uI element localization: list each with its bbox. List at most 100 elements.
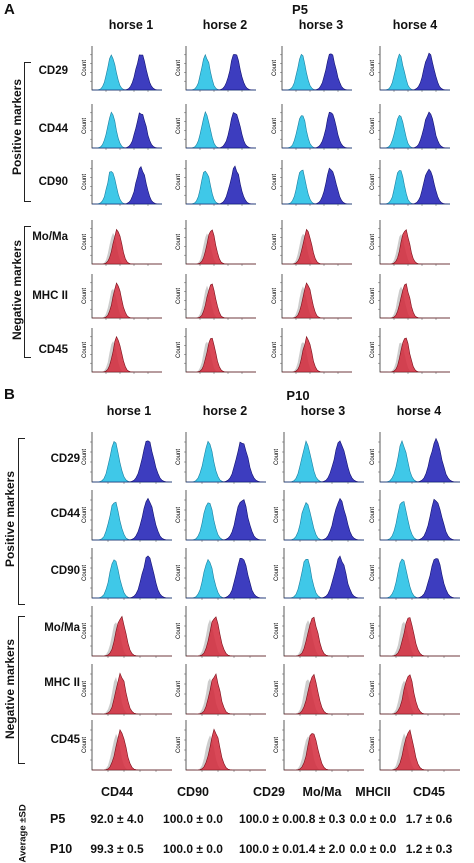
histogram-plot: Count [176,160,258,214]
control-histogram [186,111,256,149]
control-histogram [186,502,266,541]
isotype-histogram [282,233,352,264]
y-axis-label: Count [272,288,278,304]
histogram-axes [91,328,162,373]
histogram-plot: Count [272,328,354,382]
y-axis-label: Count [176,623,182,639]
table-cell: 100.0 ± 0.0 [163,812,223,826]
panel-b-letter: B [4,386,15,403]
histogram-plot: Count [272,274,354,328]
histogram-plot: Count [176,104,258,158]
panel-b-positive-label: Positive markers [3,470,17,568]
marker-histogram [284,555,364,599]
marker-histogram [380,337,450,373]
marker-histogram [186,673,266,715]
control-histogram [380,501,460,541]
marker-histogram [186,337,256,373]
y-axis-label: Count [370,342,376,358]
marker-histogram [282,53,352,91]
histogram-plot: Count [82,432,174,492]
marker-histogram [92,228,162,265]
histogram-plot: Count [272,160,354,214]
marker-histogram [186,728,266,771]
y-axis-label: Count [370,565,376,581]
y-axis-label: Count [176,449,182,465]
histogram-plot: Count [370,548,462,608]
table-cell: 100.0 ± 0.0 [239,842,299,856]
marker-histogram [92,555,172,599]
histogram-axes [91,490,172,541]
marker-histogram [92,165,162,205]
isotype-histogram [186,233,256,264]
isotype-histogram [92,232,162,264]
y-axis-label: Count [272,342,278,358]
histogram-axes [379,720,460,771]
histogram-axes [283,720,364,771]
panel-a-marker-cd45: CD45 [38,344,68,356]
panel-a-marker-cd90: CD90 [38,176,68,188]
histogram-plot: Count [370,220,452,274]
control-histogram [380,53,450,91]
table-header-cd44: CD44 [101,785,133,799]
isotype-histogram [186,735,266,770]
histogram-axes [281,274,352,319]
y-axis-label: Count [272,60,278,76]
histogram-axes [281,46,352,91]
table-cell: 1.2 ± 0.3 [405,842,453,856]
panel-a-horse-4: horse 4 [392,18,438,32]
table-row-label-p5: P5 [50,812,66,826]
control-histogram [282,169,352,205]
y-axis-label: Count [370,60,376,76]
panel-a-marker-cd44: CD44 [38,123,68,135]
histogram-axes [281,328,352,373]
histogram-plot: Count [272,104,354,158]
marker-histogram [186,616,266,657]
control-histogram [186,440,266,483]
histogram-plot: Count [82,328,164,382]
histogram-axes [91,274,162,319]
panel-b-negative-label: Negative markers [3,638,17,740]
table-cell: 0.0 ± 0.0 [349,812,397,826]
marker-histogram [186,499,266,541]
histogram-axes [185,432,266,483]
panel-a-horse-1: horse 1 [108,18,154,32]
marker-histogram [380,437,460,483]
histogram-axes [185,490,266,541]
marker-histogram [380,498,460,541]
y-axis-label: Count [82,174,88,190]
y-axis-label: Count [274,507,280,523]
table-cell: 1.4 ± 2.0 [298,842,346,856]
y-axis-label: Count [370,737,376,753]
histogram-axes [379,46,450,91]
histogram-plot: Count [176,664,268,724]
marker-histogram [92,728,172,771]
y-axis-label: Count [176,681,182,697]
isotype-histogram [92,677,172,714]
y-axis-label: Count [82,737,88,753]
panel-b-horse-2: horse 2 [202,404,248,418]
y-axis-label: Count [82,234,88,250]
histogram-axes [91,46,162,91]
control-histogram [380,558,460,599]
histogram-axes [281,160,352,205]
isotype-histogram [380,680,460,714]
y-axis-label: Count [274,737,280,753]
control-histogram [92,559,172,599]
histogram-plot: Count [82,548,174,608]
control-histogram [186,558,266,599]
marker-histogram [284,616,364,657]
isotype-histogram [92,341,162,372]
marker-histogram [380,729,460,771]
histogram-axes [379,432,460,483]
y-axis-label: Count [272,118,278,134]
isotype-histogram [186,678,266,714]
table-cell: 0.0 ± 0.0 [349,842,397,856]
histogram-axes [91,160,162,205]
histogram-plot: Count [370,46,452,100]
table-header-moma: Mo/Ma [302,785,342,799]
panel-b-marker-cd90: CD90 [50,565,80,577]
histogram-axes [283,432,364,483]
control-histogram [380,114,450,149]
marker-histogram [282,167,352,205]
histogram-axes [379,328,450,373]
